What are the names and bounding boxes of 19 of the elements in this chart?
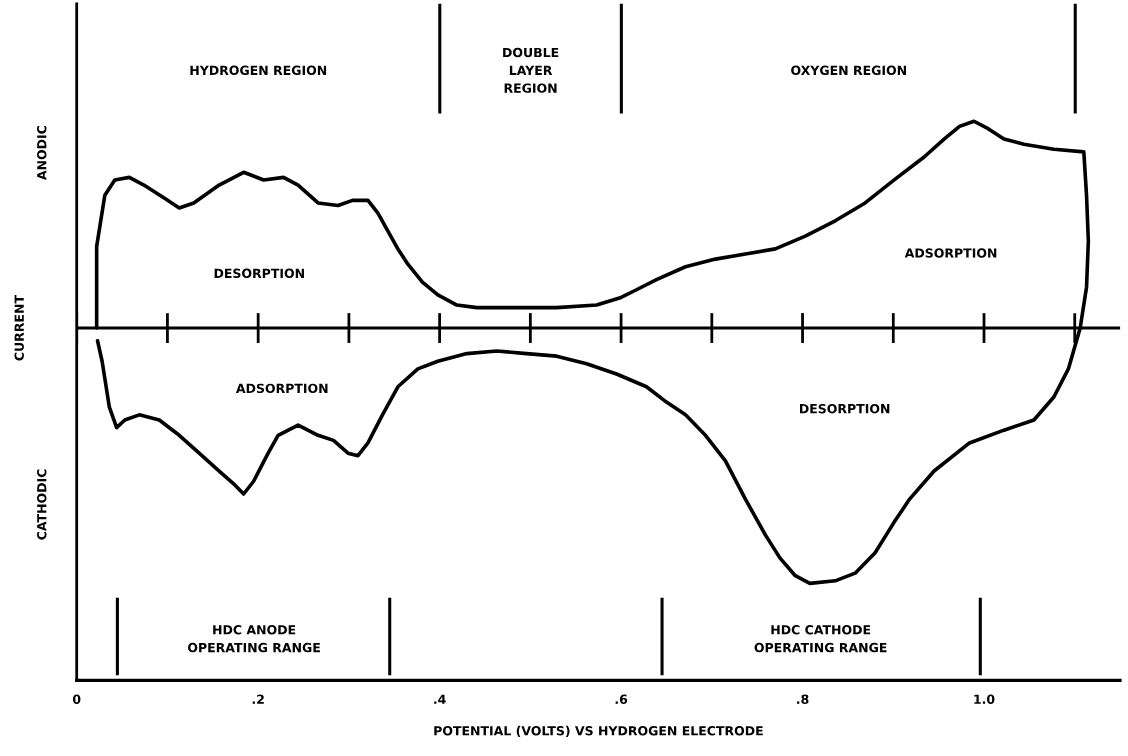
annotation: ADSORPTION (904, 248, 997, 258)
x-tick-label: .4 (434, 694, 446, 704)
annotation: DESORPTION (800, 403, 890, 414)
text: CATHODIC (37, 469, 47, 540)
text: HYDROGEN REGION (190, 65, 327, 76)
x-axis-title: POTENTIAL (VOLTS) VS HYDROGEN ELECTRODE (434, 725, 763, 737)
x-tick-label: .2 (252, 694, 264, 704)
text: HDC CATHODE OPERATING RANGE (754, 625, 887, 653)
annotation: DESORPTION (214, 268, 304, 279)
y-axis-title: CURRENT (14, 295, 24, 361)
text: DOUBLE LAYER REGION (503, 47, 559, 93)
x-tick-label: 0 (72, 694, 81, 704)
annotation: ADSORPTION (235, 383, 328, 394)
x-tick-label: .6 (615, 694, 628, 704)
text: OXYGEN REGION (791, 65, 906, 76)
text: ANODIC (37, 125, 47, 181)
text: HDC ANODE OPERATING RANGE (187, 625, 320, 653)
x-tick-label: .8 (797, 694, 809, 704)
x-tick-label: 1.0 (974, 694, 995, 704)
